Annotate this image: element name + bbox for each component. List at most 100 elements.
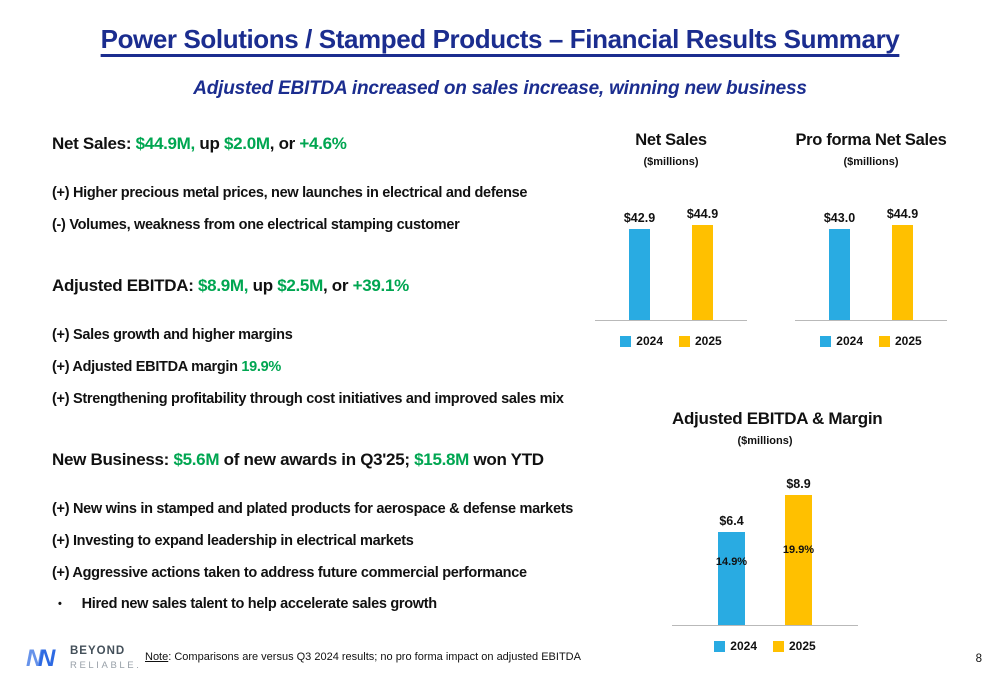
text-segment: $15.8M	[414, 450, 470, 469]
logo-nn-icon: N N	[26, 645, 56, 671]
footnote: Note: Comparisons are versus Q3 2024 res…	[145, 651, 581, 663]
legend-item-2025: 2025	[679, 334, 722, 348]
bar-2024: $6.4 14.9%	[715, 514, 748, 625]
chart-subtitle: ($millions)	[737, 435, 793, 447]
chart-legend: 2024 2025	[795, 334, 947, 348]
summary-bullet: (+) Investing to expand leadership in el…	[52, 532, 597, 550]
bar-2025: $8.9 19.9%	[782, 477, 815, 625]
footnote-text: : Comparisons are versus Q3 2024 results…	[168, 651, 581, 663]
chart-title: Pro forma Net Sales	[795, 131, 947, 149]
page-number: 8	[975, 653, 982, 665]
legend-label-2025: 2025	[789, 639, 816, 653]
bar-value-label: $43.0	[823, 211, 856, 225]
legend-label-2024: 2024	[636, 334, 663, 348]
summary-bullet: • Hired new sales talent to help accelera…	[52, 595, 597, 613]
bar-value-label: $44.9	[886, 207, 919, 221]
svg-text:N: N	[26, 645, 44, 671]
text-segment: $2.5M	[277, 276, 323, 295]
legend-item-2025: 2025	[773, 639, 816, 653]
text-segment: New Business:	[52, 450, 174, 469]
legend-swatch-2024	[714, 640, 726, 652]
bar-value-label: $44.9	[686, 207, 719, 221]
chart-subtitle: ($millions)	[643, 156, 699, 168]
legend-swatch-2024	[820, 335, 832, 347]
text-segment: (-) Volumes, weakness from one electrica…	[52, 217, 460, 233]
bar-margin-label: 19.9%	[782, 544, 815, 557]
text-segment: $8.9M,	[198, 276, 249, 295]
legend-label-2025: 2025	[895, 334, 922, 348]
chart-title: Net Sales	[635, 131, 707, 149]
bar-margin-label: 14.9%	[715, 556, 748, 569]
summary-bullet: (+) Higher precious metal prices, new la…	[52, 184, 597, 202]
text-segment: +39.1%	[352, 276, 410, 295]
bar-2024: $43.0	[824, 211, 855, 320]
bar-value-label: $42.9	[623, 211, 656, 225]
page-title: Power Solutions / Stamped Products – Fin…	[100, 24, 900, 54]
summary-bullet: (+) Adjusted EBITDA margin 19.9%	[52, 358, 597, 376]
chart-title: Adjusted EBITDA & Margin	[672, 409, 883, 428]
slide-subtitle: Adjusted EBITDA increased on sales incre…	[193, 78, 807, 99]
legend-swatch-2025	[879, 335, 890, 347]
bar-2025: $44.9	[687, 207, 718, 320]
legend-item-2024: 2024	[820, 334, 863, 348]
text-segment: $5.6M	[173, 450, 220, 469]
text-segment: (+) Higher precious metal prices, new la…	[52, 185, 528, 201]
legend-item-2024: 2024	[714, 639, 757, 653]
chart-net-sales: Net Sales ($millions) $42.9 $44.9 2024 20…	[595, 130, 747, 348]
legend-label-2025: 2025	[695, 334, 722, 348]
bar-2024: $42.9	[624, 211, 655, 320]
logo-line2: RELIABLE.	[70, 659, 142, 671]
legend-swatch-2025	[679, 335, 690, 347]
chart-plot: $6.4 14.9% $8.9 19.9%	[672, 475, 858, 626]
left-content: Net Sales: $44.9M, up $2.0M, or +4.6% (+)…	[52, 134, 597, 613]
summary-bullet: (+) Aggressive actions taken to address …	[52, 564, 597, 582]
text-segment: (+) Sales growth and higher margins	[52, 327, 293, 343]
text-segment: Adjusted EBITDA:	[52, 276, 199, 295]
svg-text:N: N	[38, 645, 56, 671]
legend-item-2024: 2024	[620, 334, 663, 348]
text-segment: (+) Strengthening profitability through …	[52, 391, 564, 407]
chart-subtitle: ($millions)	[843, 156, 899, 168]
legend-label-2024: 2024	[730, 639, 757, 653]
text-segment: (+) New wins in stamped and plated produ…	[52, 501, 573, 517]
logo-line1: BEYOND	[70, 645, 126, 657]
bar-value-label: $6.4	[719, 514, 744, 528]
text-segment: of new awards in Q3'25;	[219, 450, 415, 469]
bar-value-label: $8.9	[786, 477, 811, 491]
text-segment: up	[248, 276, 278, 295]
logo-text: BEYOND RELIABLE.	[70, 645, 142, 671]
text-segment: Net Sales:	[52, 134, 136, 153]
chart-plot: $42.9 $44.9	[595, 205, 747, 321]
chart-legend: 2024 2025	[672, 639, 858, 653]
summary-headline: New Business: $5.6M of new awards in Q3'…	[52, 450, 597, 470]
text-segment: won YTD	[469, 450, 544, 469]
text-segment: up	[194, 134, 224, 153]
summary-bullet: (-) Volumes, weakness from one electrica…	[52, 216, 597, 234]
company-logo: N N BEYOND RELIABLE.	[26, 645, 141, 671]
text-segment: +4.6%	[299, 134, 347, 153]
legend-swatch-2025	[773, 640, 784, 652]
legend-item-2025: 2025	[879, 334, 922, 348]
legend-label-2024: 2024	[836, 334, 863, 348]
bullet-dot: •	[58, 598, 62, 610]
bar-2025: $44.9	[887, 207, 918, 320]
text-segment: $44.9M,	[135, 134, 196, 153]
summary-headline: Adjusted EBITDA: $8.9M, up $2.5M, or +39…	[52, 276, 597, 296]
summary-headline: Net Sales: $44.9M, up $2.0M, or +4.6%	[52, 134, 597, 154]
text-segment: , or	[322, 276, 353, 295]
legend-swatch-2024	[620, 335, 632, 347]
text-segment: 19.9%	[241, 359, 282, 375]
summary-bullet: (+) New wins in stamped and plated produ…	[52, 500, 597, 518]
text-segment: (+) Investing to expand leadership in el…	[52, 533, 414, 549]
footnote-label: Note	[145, 651, 169, 663]
text-segment: (+) Aggressive actions taken to address …	[52, 565, 527, 581]
chart-adjusted-ebitda-margin: Adjusted EBITDA & Margin ($millions) $6.…	[672, 408, 883, 653]
chart-proforma-net-sales: Pro forma Net Sales ($millions) $43.0 $44…	[795, 130, 947, 348]
text-segment: (+) Adjusted EBITDA margin	[52, 359, 242, 375]
text-segment: , or	[269, 134, 300, 153]
chart-plot: $43.0 $44.9	[795, 205, 947, 321]
summary-bullet: (+) Sales growth and higher margins	[52, 326, 597, 344]
summary-bullet: (+) Strengthening profitability through …	[52, 390, 597, 408]
chart-legend: 2024 2025	[595, 334, 747, 348]
